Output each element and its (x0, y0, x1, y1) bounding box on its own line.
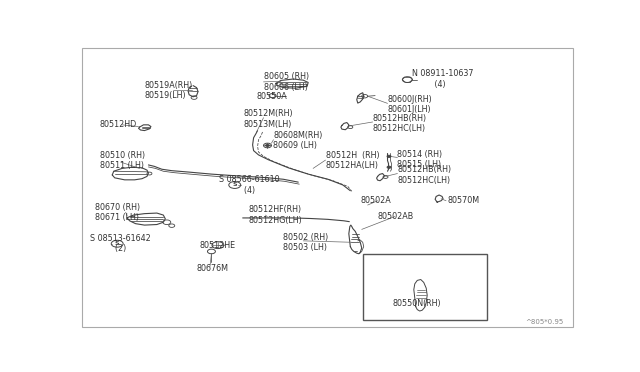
Text: 80512HB(RH)
80512HC(LH): 80512HB(RH) 80512HC(LH) (372, 114, 427, 133)
Text: 80510 (RH)
80511 (LH): 80510 (RH) 80511 (LH) (100, 151, 145, 170)
Text: 80512HE: 80512HE (199, 241, 235, 250)
Text: S 08513-61642
          (2): S 08513-61642 (2) (90, 234, 150, 253)
Text: 80608M(RH)
80609 (LH): 80608M(RH) 80609 (LH) (273, 131, 323, 150)
Text: 80512HB(RH)
80512HC(LH): 80512HB(RH) 80512HC(LH) (397, 165, 452, 185)
Text: 80502 (RH)
80503 (LH): 80502 (RH) 80503 (LH) (284, 232, 328, 252)
Circle shape (387, 155, 391, 157)
Text: 80676M: 80676M (196, 264, 228, 273)
Text: 80502AB: 80502AB (378, 212, 414, 221)
Text: 80670 (RH)
80671 (LH): 80670 (RH) 80671 (LH) (95, 202, 140, 222)
Text: 80512M(RH)
80513M(LH): 80512M(RH) 80513M(LH) (244, 109, 293, 129)
Text: 80512HF(RH)
80512HG(LH): 80512HF(RH) 80512HG(LH) (249, 205, 302, 225)
Text: 80512HD: 80512HD (100, 121, 137, 129)
Text: 80514 (RH)
80515 (LH): 80514 (RH) 80515 (LH) (397, 150, 443, 169)
Text: S: S (232, 183, 237, 187)
Text: S 08566-61610
          (4): S 08566-61610 (4) (219, 175, 280, 195)
Text: 80550A: 80550A (256, 92, 287, 101)
Text: 80550N(RH): 80550N(RH) (392, 299, 441, 308)
Text: 80570M: 80570M (447, 196, 479, 205)
Text: 80512H  (RH)
80512HA(LH): 80512H (RH) 80512HA(LH) (326, 151, 379, 170)
Text: 80502A: 80502A (360, 196, 391, 205)
Text: 80605 (RH)
80606 (LH): 80605 (RH) 80606 (LH) (264, 72, 308, 92)
Text: 80600J(RH)
80601J(LH): 80600J(RH) 80601J(LH) (388, 95, 432, 115)
Circle shape (266, 144, 269, 147)
Circle shape (387, 166, 391, 169)
Text: ^805*0.95: ^805*0.95 (525, 319, 564, 326)
Text: N 08911-10637
         (4): N 08911-10637 (4) (412, 69, 474, 89)
Text: S: S (115, 241, 120, 246)
Bar (363, 254, 486, 320)
Text: 80519A(RH)
80519(LH): 80519A(RH) 80519(LH) (145, 81, 193, 100)
